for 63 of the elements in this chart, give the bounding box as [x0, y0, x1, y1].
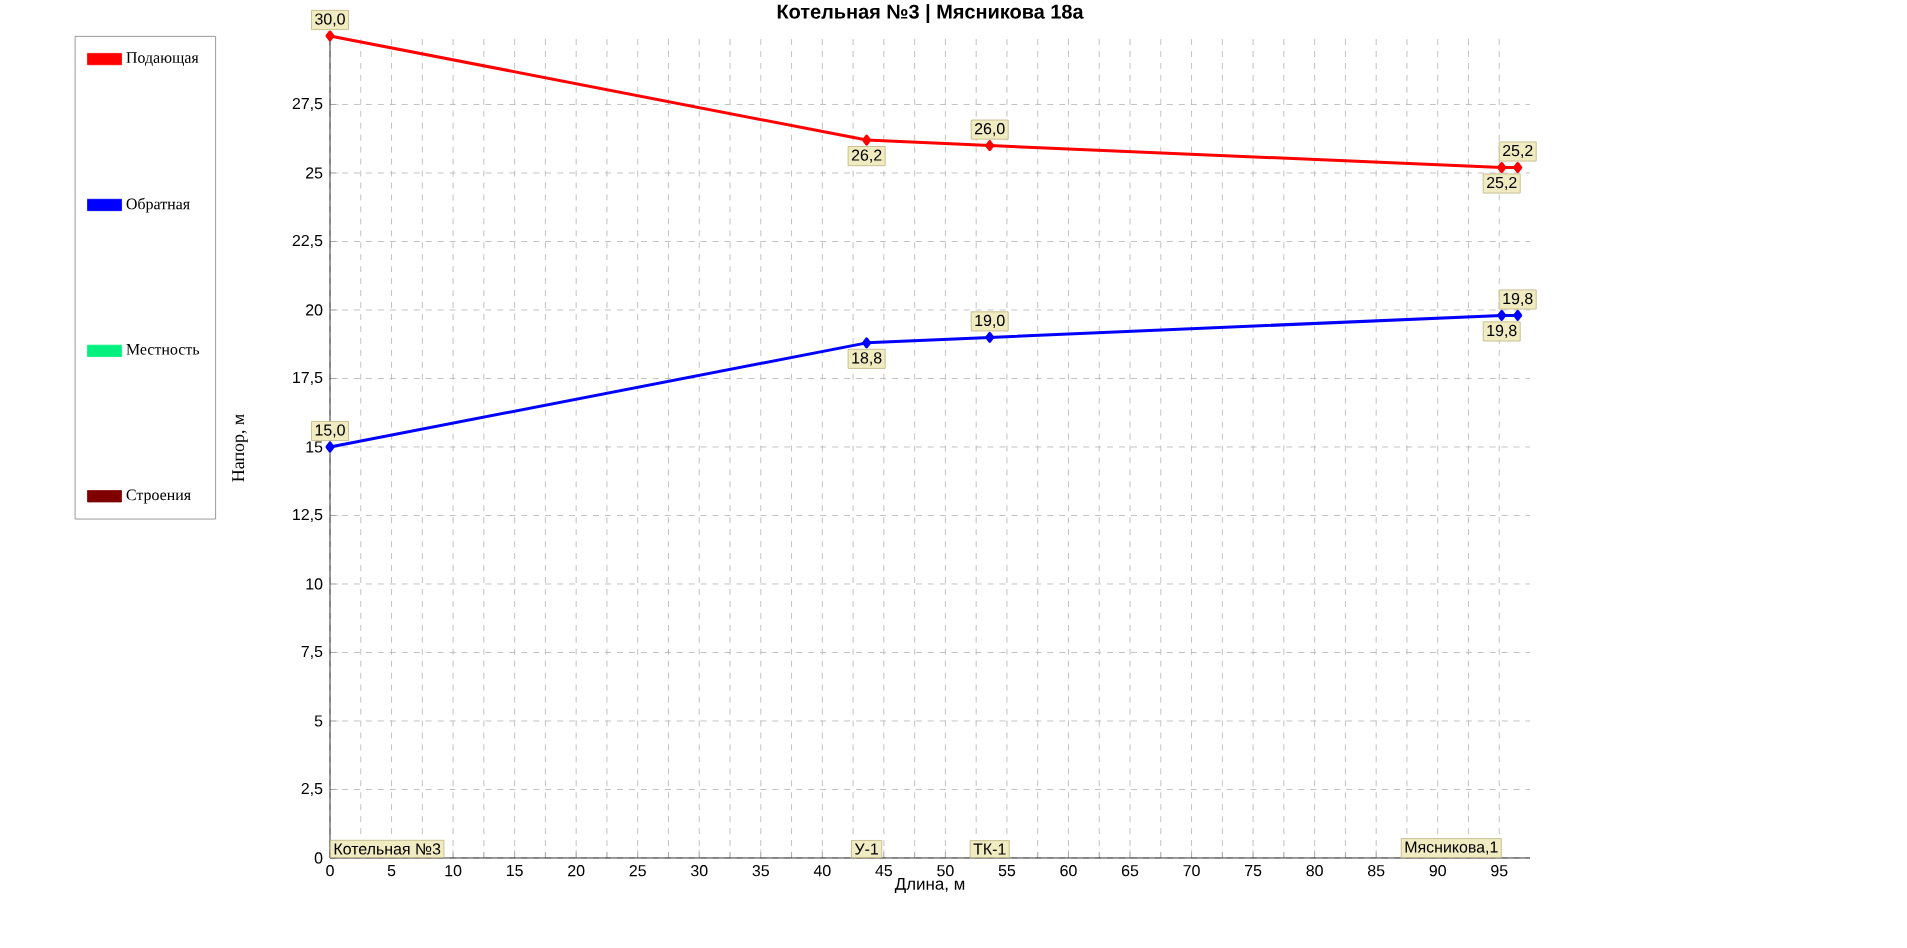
x-tick-label: 80: [1306, 865, 1323, 877]
annotation: У-1: [854, 843, 879, 855]
y-tick-label: 25: [306, 167, 323, 179]
point: [325, 30, 335, 42]
x-tick-label: 25: [629, 865, 646, 877]
y-tick-label: 27,5: [292, 97, 323, 112]
point: [1497, 309, 1507, 321]
data-label: 26,0: [975, 123, 1005, 137]
data-label: 19,8: [1503, 292, 1533, 307]
legend-label: Обратная: [126, 197, 190, 213]
x-tick-label: 90: [1429, 865, 1446, 877]
x-tick-label: 75: [1245, 865, 1262, 877]
x-tick-label: 10: [445, 865, 462, 877]
y-axis-title: Напор, м: [232, 414, 248, 482]
point: [862, 337, 872, 349]
legend-label: Местность: [126, 344, 200, 355]
y-tick-label: 5: [314, 715, 323, 727]
y-tick-label: 7,5: [301, 645, 323, 659]
y-tick-label: 17,5: [293, 371, 323, 385]
x-tick-label: 55: [998, 865, 1016, 877]
x-tick-label: 65: [1121, 865, 1139, 877]
annotation: Котельная №3: [334, 843, 441, 855]
data-label: 25,2: [1487, 176, 1517, 191]
data-label: 18,8: [852, 352, 882, 366]
data-label: 25,2: [1503, 144, 1533, 159]
y-tick-label: 12,5: [293, 508, 323, 523]
x-tick-label: 40: [813, 865, 831, 877]
data-label: 26,2: [851, 149, 882, 163]
point: [1513, 161, 1523, 173]
point: [862, 134, 872, 146]
y-tick-label: 22,5: [292, 234, 323, 249]
point: [985, 331, 995, 343]
x-tick-label: 30: [690, 865, 708, 877]
chart-title: Котельная №3 | Мясникова 18а: [777, 4, 1084, 23]
x-axis-title: Длина, м: [894, 877, 965, 894]
y-tick-label: 20: [306, 304, 323, 316]
x-tick-label: 0: [326, 865, 334, 877]
y-tick-label: 2,5: [301, 782, 323, 797]
x-tick-label: 60: [1060, 865, 1077, 877]
point: [1497, 161, 1507, 173]
y-tick-label: 10: [306, 578, 323, 590]
y-tick-label: 15: [306, 441, 323, 453]
data-label: 15,0: [315, 424, 345, 438]
legend-label: Подающая: [126, 52, 199, 67]
annotation: ТК-1: [973, 843, 1006, 855]
x-tick-label: 15: [506, 865, 523, 877]
annotation: Мясникова,1: [1405, 841, 1498, 855]
legend-label: Строения: [126, 489, 191, 504]
data-label: 19,8: [1487, 324, 1517, 339]
data-label: 19,0: [975, 314, 1005, 328]
x-tick-label: 70: [1183, 865, 1200, 877]
x-tick-label: 95: [1491, 865, 1508, 877]
point: [985, 140, 995, 152]
point: [1513, 309, 1523, 321]
x-tick-label: 5: [387, 865, 396, 877]
data-label: 30,0: [315, 13, 345, 27]
x-tick-label: 35: [752, 865, 769, 877]
x-tick-label: 45: [875, 865, 893, 877]
x-tick-label: 50: [937, 865, 954, 877]
y-tick-label: 0: [314, 852, 323, 864]
point: [325, 441, 335, 453]
x-tick-label: 20: [568, 865, 585, 877]
x-tick-label: 85: [1368, 865, 1385, 877]
